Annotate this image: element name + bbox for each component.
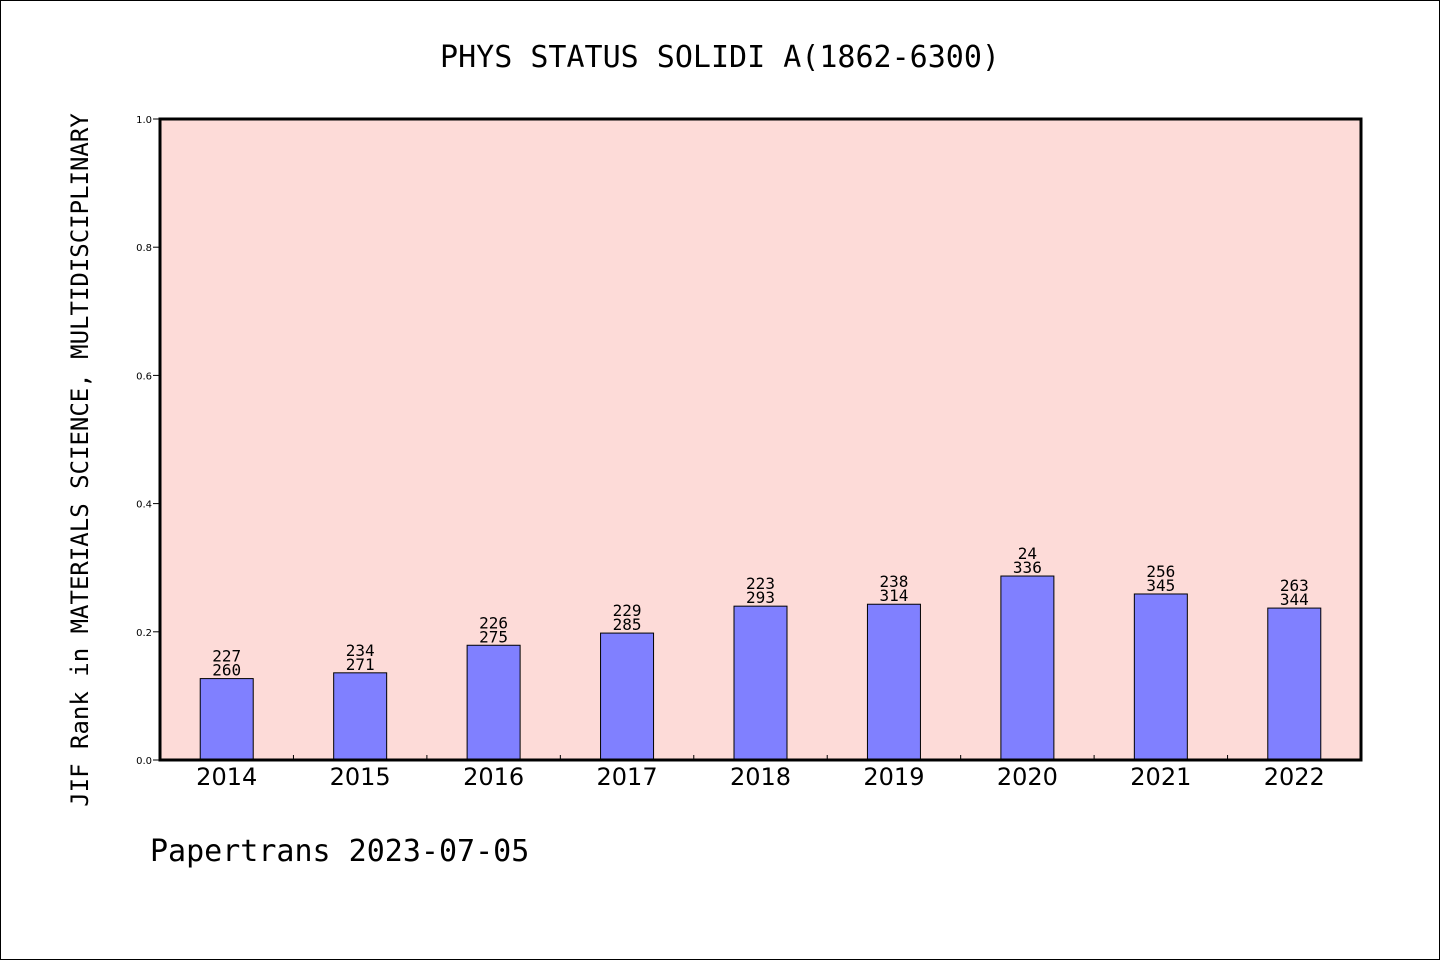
bar [600,632,655,761]
bar [1133,593,1188,761]
y-tick-label: 0.6 [136,371,152,382]
bar-label-bottom: 293 [746,588,775,607]
y-tick-label: 1.0 [136,115,152,126]
bar-label-top: 263 [1280,576,1309,595]
bar-label-top: 234 [346,641,375,660]
bar-label-top: 227 [212,647,241,666]
bar-label-top: 223 [746,574,775,593]
x-tick-label: 2020 [997,763,1058,791]
x-tick-label: 2014 [196,763,257,791]
y-tick-label: 0.8 [136,243,152,254]
bar [333,672,388,761]
bar-label-bottom: 275 [479,627,508,646]
bar-label-bottom: 285 [613,615,642,634]
bar-label-top: 24 [1018,544,1037,563]
chart-title: PHYS STATUS SOLIDI A(1862-6300) [440,40,1000,75]
bar-label-bottom: 344 [1280,590,1309,609]
x-tick-label: 2015 [330,763,391,791]
y-tick-label: 0.0 [136,756,152,767]
bar [199,678,254,761]
bar-label-bottom: 260 [212,661,241,680]
bar [1000,575,1055,761]
y-axis-label: JIF Rank in MATERIALS SCIENCE, MULTIDISC… [66,113,94,807]
x-tick-label: 2018 [730,763,791,791]
bar-label-top: 238 [879,572,908,591]
bar-label-top: 229 [613,601,642,620]
bar-label-bottom: 271 [346,655,375,674]
y-tick-label: 0.4 [136,500,152,511]
bar-label-bottom: 345 [1146,576,1175,595]
x-tick-label: 2022 [1264,763,1325,791]
x-tick-label: 2019 [863,763,924,791]
bar [733,605,788,761]
footer-note: Papertrans 2023-07-05 [150,834,530,869]
y-tick-label: 0.2 [136,628,152,639]
plot-border [158,117,1363,762]
bar-label-bottom: 336 [1013,558,1042,577]
bar-label-top: 256 [1146,562,1175,581]
bar-label-top: 226 [479,613,508,632]
bar [466,644,521,761]
x-tick-label: 2017 [597,763,658,791]
bar-label-bottom: 314 [879,586,908,605]
x-tick-label: 2016 [463,763,524,791]
bar [866,603,921,761]
bar [1267,607,1322,761]
x-tick-label: 2021 [1130,763,1191,791]
